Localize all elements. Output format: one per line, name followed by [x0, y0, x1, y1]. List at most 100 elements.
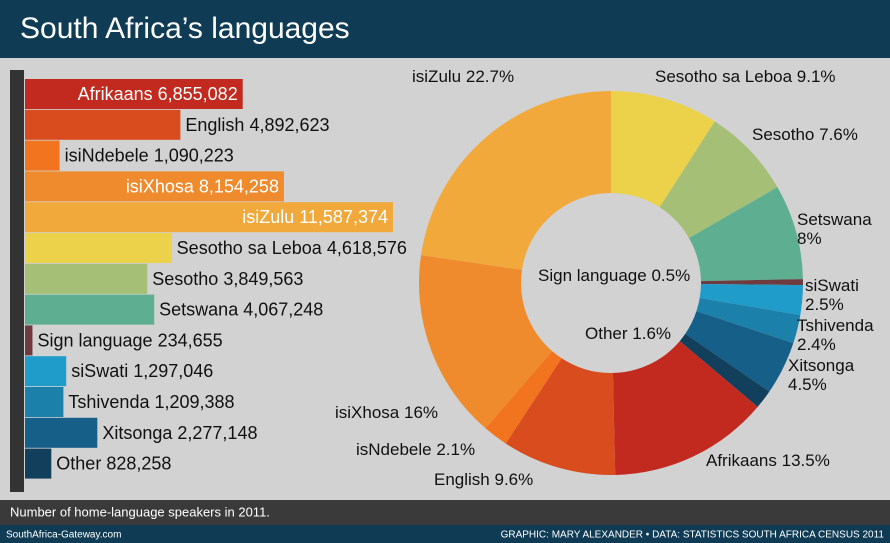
donut-slice	[700, 279, 803, 286]
donut-label: English 9.6%	[434, 470, 533, 489]
donut-slice	[685, 311, 794, 392]
site: SouthAfrica-Gateway.com	[6, 530, 121, 541]
bar-label: Setswana 4,067,248	[159, 299, 323, 319]
donut-value: 9.1%	[797, 67, 836, 86]
bar	[25, 387, 64, 417]
bar-category: isiNdebele	[65, 145, 149, 165]
donut-slice	[679, 333, 770, 407]
donut-slice	[611, 91, 715, 208]
bar-category: Sesotho sa Leboa	[177, 238, 323, 258]
bar-value: 1,090,223	[154, 145, 234, 165]
donut-value: 2.1%	[436, 440, 475, 459]
bar	[25, 294, 155, 325]
donut-label: Afrikaans 13.5%	[706, 451, 830, 470]
donut-slice	[421, 90, 611, 270]
axis-bar	[10, 70, 24, 492]
bar	[25, 448, 52, 479]
donut-value: 2.5%	[805, 295, 844, 314]
bar-value: 11,587,374	[299, 207, 388, 227]
bar-category: Xitsonga	[102, 423, 173, 443]
bar-value: 4,067,248	[243, 299, 323, 319]
donut-value: 22.7%	[466, 67, 514, 86]
donut-value: 1.6%	[632, 324, 671, 343]
bar-value: 8,154,258	[199, 176, 279, 196]
donut-label: Tshivenda 2.4%	[797, 316, 874, 354]
donut-category: Afrikaans	[706, 451, 777, 470]
bar-category: Afrikaans	[78, 84, 153, 104]
donut-value: 0.5%	[651, 266, 690, 285]
bar-category: Sesotho	[152, 269, 218, 289]
donut-category: isiZulu	[412, 67, 461, 86]
donut-value: 16%	[404, 403, 438, 422]
donut-category: Tshivenda	[797, 316, 874, 335]
note-band	[0, 500, 890, 525]
bar	[25, 263, 148, 294]
bar-label: English 4,892,623	[185, 115, 329, 135]
donut-category: isiXhosa	[335, 403, 400, 422]
bar-label: isiXhosa 8,154,258	[126, 176, 279, 196]
bar	[25, 325, 33, 356]
donut-category: siSwati	[805, 276, 859, 295]
donut-slice	[659, 121, 778, 239]
donut-value: 4.5%	[788, 375, 827, 394]
donut-label: Sesotho sa Leboa 9.1%	[655, 67, 836, 86]
donut-slice	[485, 351, 562, 444]
bar-value: 4,892,623	[249, 115, 329, 135]
donut-label: Setswana 8%	[797, 210, 872, 248]
bar-category: siSwati	[71, 361, 128, 381]
donut-slice	[699, 283, 803, 316]
bar	[25, 417, 98, 448]
page-title: South Africa’s languages	[20, 12, 350, 45]
bar-label: Sesotho 3,849,563	[152, 269, 303, 289]
donut-slice	[505, 358, 616, 475]
donut-value: 13.5%	[782, 451, 830, 470]
bar-category: English	[185, 115, 244, 135]
bar-value: 3,849,563	[223, 269, 303, 289]
donut-category: Setswana	[797, 210, 872, 229]
bar-category: Tshivenda	[68, 392, 150, 412]
donut-slice	[688, 187, 803, 282]
bar	[25, 202, 393, 233]
bar-category: Setswana	[159, 299, 239, 319]
donut-label: isNdebele 2.1%	[356, 440, 475, 459]
bar-category: isiXhosa	[126, 176, 195, 196]
donut-category: Sesotho	[752, 125, 814, 144]
bar-label: Afrikaans 6,855,082	[78, 84, 238, 104]
bar-value: 828,258	[106, 453, 171, 473]
donut-slice	[696, 298, 801, 344]
donut-value: 2.4%	[797, 335, 836, 354]
bar-value: 234,655	[158, 330, 223, 350]
bar-label: siSwati 1,297,046	[71, 361, 213, 381]
donut-label: Other 1.6%	[585, 324, 671, 343]
bar-label: Xitsonga 2,277,148	[102, 423, 257, 443]
note: Number of home-language speakers in 2011…	[10, 504, 270, 519]
bar-label: isiNdebele 1,090,223	[65, 145, 234, 165]
donut-slice	[612, 341, 758, 475]
bar-label: Sesotho sa Leboa 4,618,576	[177, 238, 407, 258]
bar-value: 1,297,046	[133, 361, 213, 381]
donut-slice	[419, 255, 553, 429]
bar-value: 1,209,388	[154, 392, 234, 412]
footer-band	[0, 525, 890, 543]
bar-value: 6,855,082	[158, 84, 238, 104]
donut-label: isiZulu 22.7%	[412, 67, 514, 86]
bar	[25, 140, 60, 171]
bar-label: Tshivenda 1,209,388	[68, 392, 234, 412]
donut-category: English	[434, 470, 490, 489]
bar	[25, 233, 172, 263]
bar	[25, 171, 284, 202]
donut-category: Other	[585, 324, 628, 343]
bar-value: 2,277,148	[177, 423, 257, 443]
header-band	[0, 0, 890, 58]
donut-category: isNdebele	[356, 440, 432, 459]
bar-label: Other 828,258	[56, 453, 171, 473]
donut-category: Sesotho sa Leboa	[655, 67, 793, 86]
credit: GRAPHIC: MARY ALEXANDER • DATA: STATISTI…	[501, 530, 885, 541]
donut-category: Sign language	[538, 266, 647, 285]
donut-label: Sign language 0.5%	[538, 266, 690, 285]
bar-category: Other	[56, 453, 101, 473]
bar-label: Sign language 234,655	[37, 330, 222, 350]
bar-value: 4,618,576	[327, 238, 407, 258]
bar	[25, 109, 181, 140]
